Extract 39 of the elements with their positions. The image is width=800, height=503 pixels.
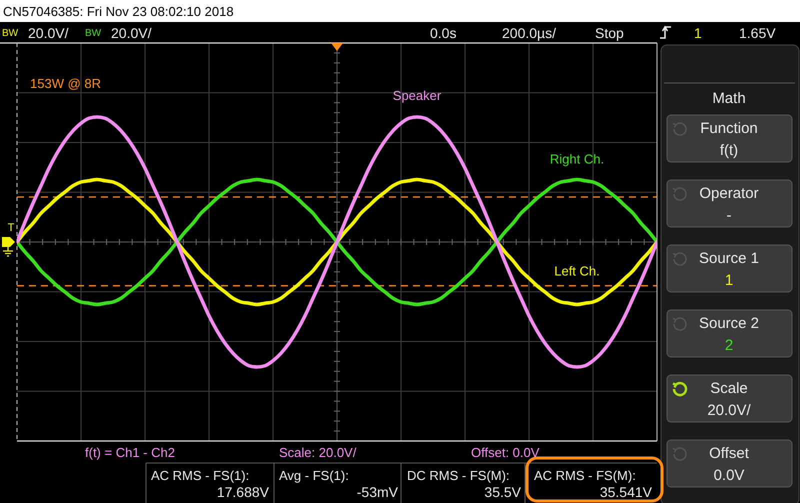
text: f(t) = Ch1 - Ch2 bbox=[85, 444, 175, 460]
text: Function bbox=[700, 120, 758, 136]
text: DC RMS - FS(M): bbox=[407, 468, 510, 482]
text: BW bbox=[85, 28, 102, 38]
series-label: Left Ch. bbox=[554, 263, 600, 278]
text: -53mV bbox=[356, 484, 399, 500]
text: 20.0V/ bbox=[707, 402, 752, 418]
text: 17.688V bbox=[216, 484, 270, 500]
text: Offset bbox=[709, 444, 750, 462]
text: BW bbox=[2, 28, 19, 38]
text: 20.0V/ bbox=[111, 25, 152, 41]
text: 1 bbox=[694, 25, 702, 41]
text: 153W @ 8R bbox=[30, 76, 101, 90]
source-note: Source 2 bbox=[698, 314, 760, 332]
text: Stop bbox=[595, 25, 624, 41]
text: 35.5V bbox=[484, 484, 522, 500]
text: 0.0V bbox=[714, 466, 744, 484]
text: 2 bbox=[724, 336, 734, 354]
source-note: Source 1 bbox=[698, 250, 760, 266]
text: Scale: 20.0V/ bbox=[279, 444, 357, 460]
text: Avg - FS(1): bbox=[279, 468, 349, 482]
text: AC RMS - FS(M): bbox=[534, 468, 636, 482]
text: 35.541V bbox=[600, 484, 653, 500]
text: 20.0V/ bbox=[28, 25, 69, 41]
text: 1 bbox=[724, 272, 734, 288]
series-label: Speaker bbox=[392, 88, 442, 102]
series-label: Right Ch. bbox=[550, 151, 604, 166]
text: Scale bbox=[710, 380, 748, 396]
chart-title: CN57046385: Fri Nov 23 08:02:10 2018 bbox=[3, 4, 234, 18]
text: Operator bbox=[699, 184, 759, 202]
text: f(t) bbox=[720, 142, 738, 158]
text: 0.0s bbox=[430, 25, 456, 41]
text: Math bbox=[712, 90, 746, 106]
text: AC RMS - FS(1): bbox=[151, 468, 250, 482]
text: - bbox=[726, 206, 732, 224]
text: 200.0µs/ bbox=[502, 25, 556, 41]
text: 1.65V bbox=[739, 25, 776, 41]
text: T bbox=[8, 222, 15, 234]
text: Offset: 0.0V bbox=[471, 444, 540, 460]
